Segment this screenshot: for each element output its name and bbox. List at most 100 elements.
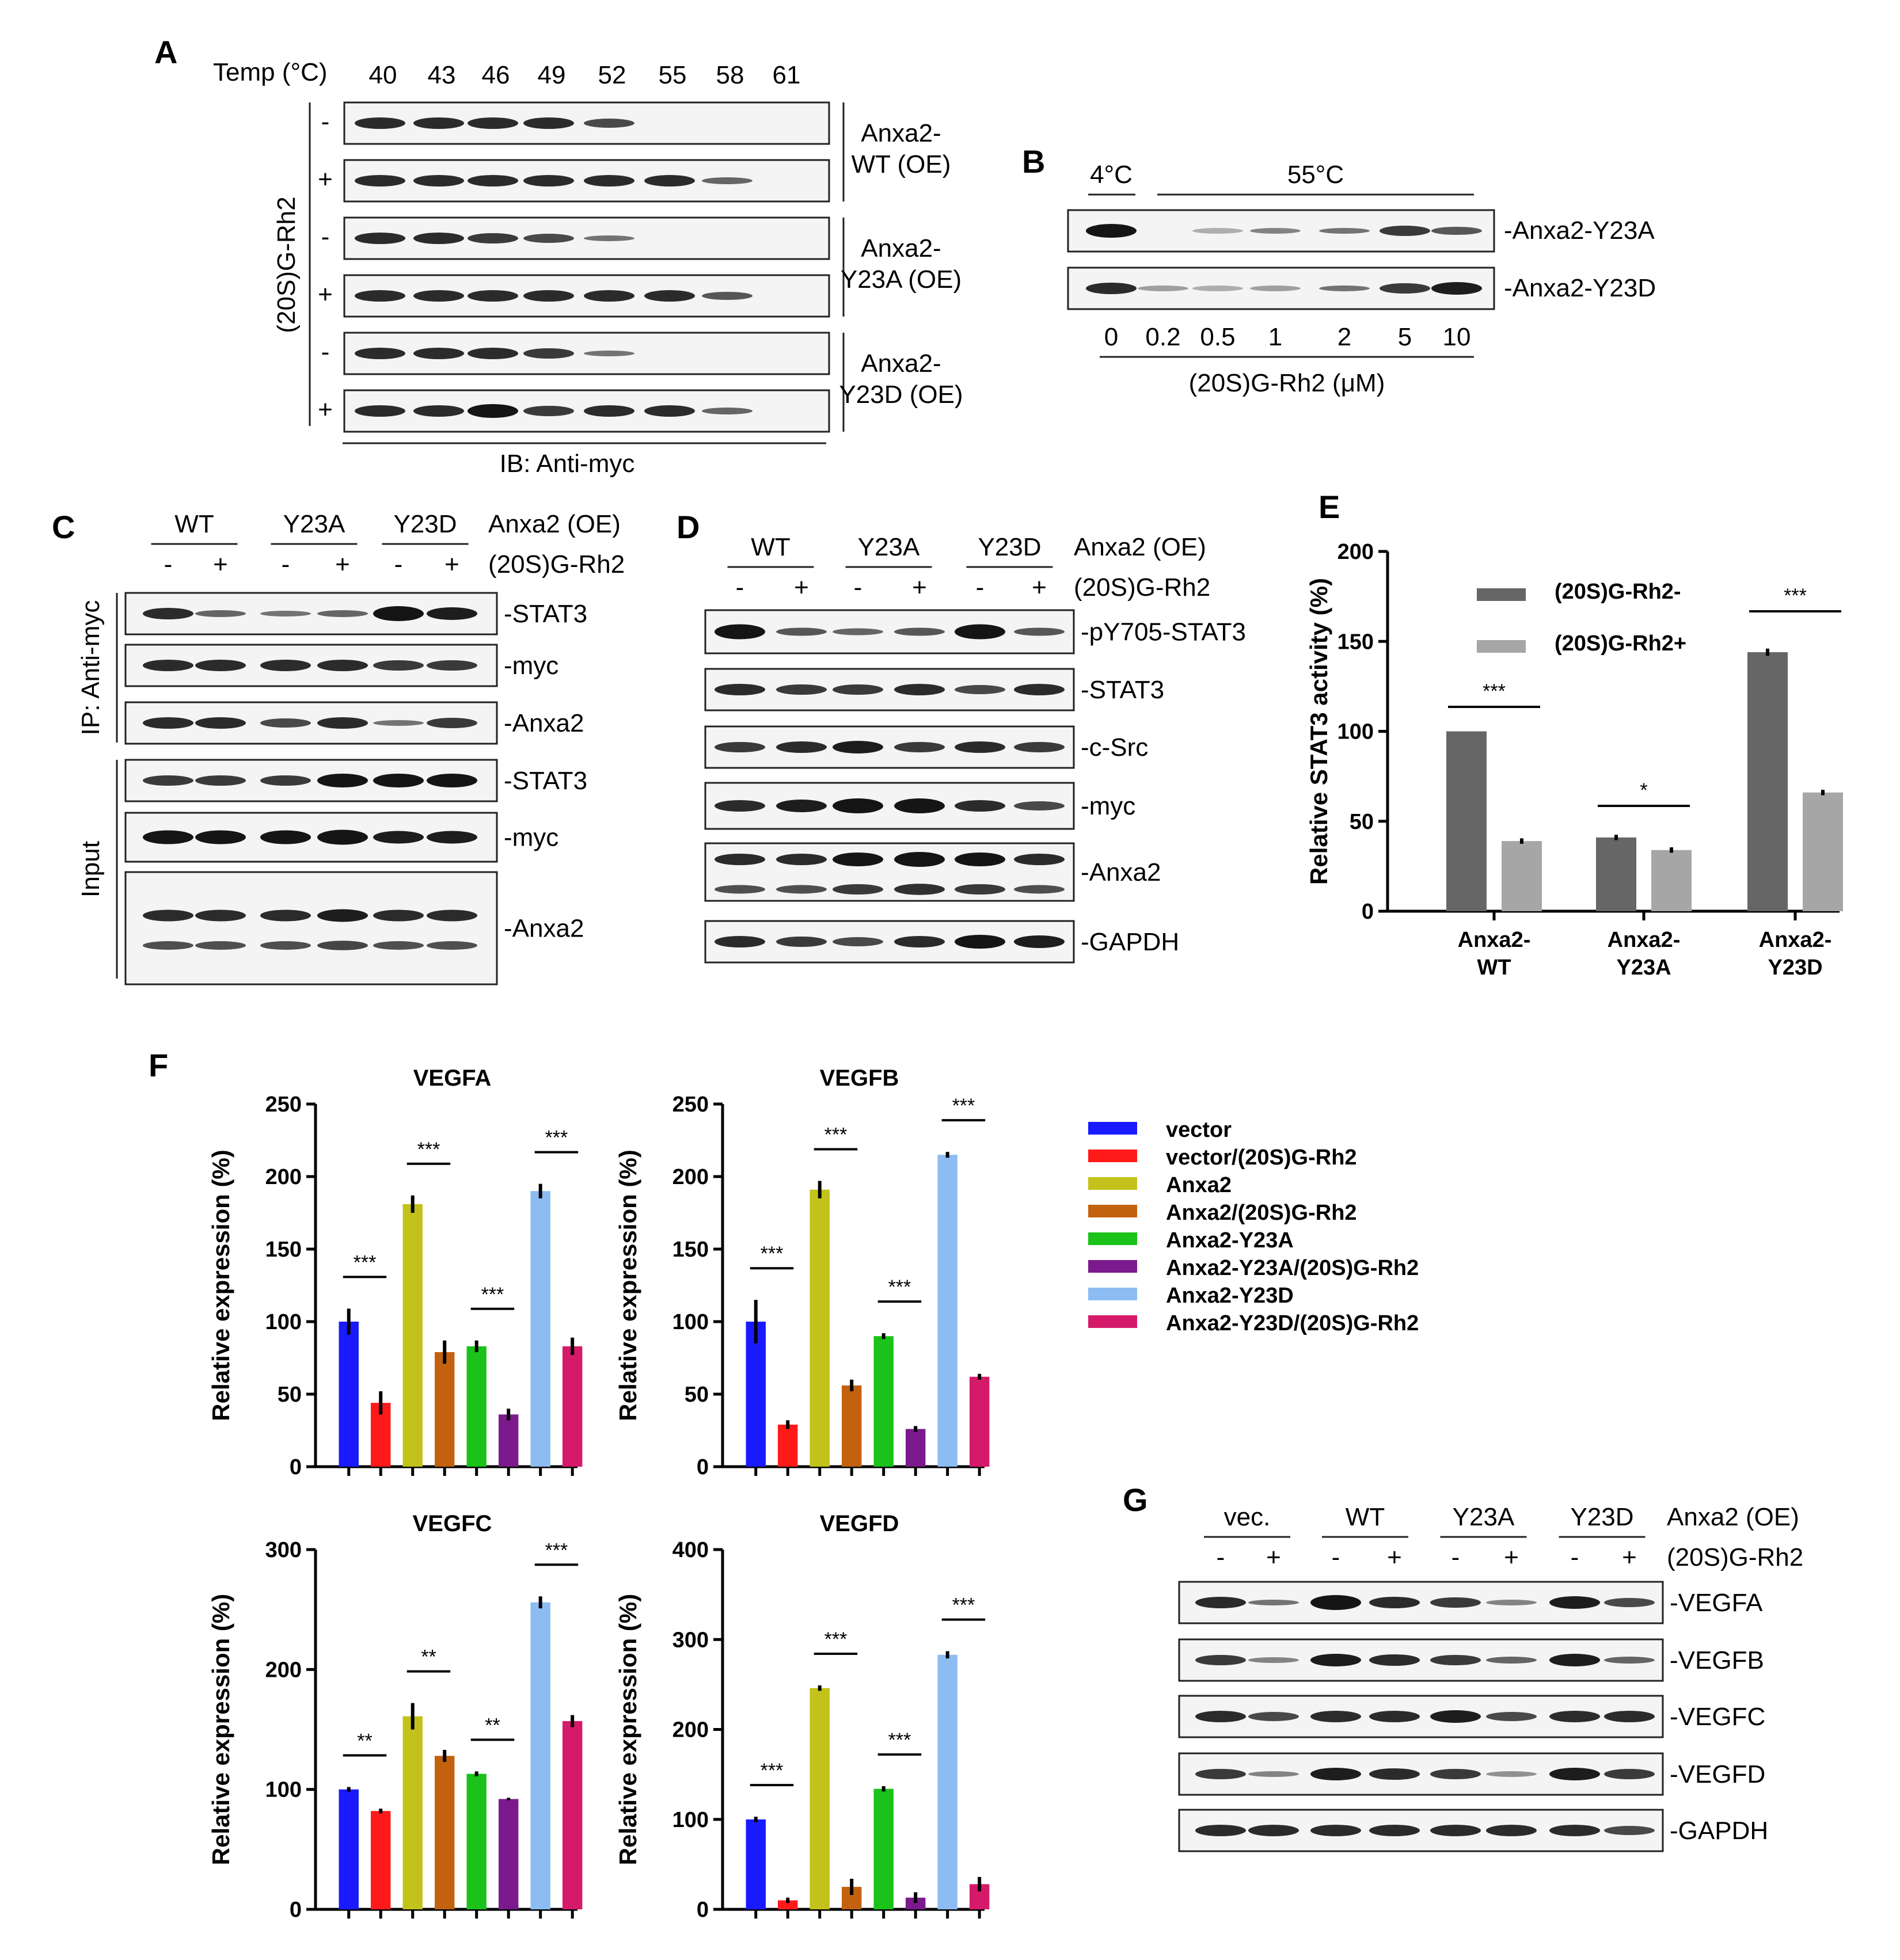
- panel-c-sign-4: +: [335, 550, 350, 579]
- panel-a-row-5-band-4: [523, 348, 574, 359]
- chart-vegfa-bar-6: [498, 1414, 519, 1467]
- panel-c-row-6-upper-band-4: [317, 909, 368, 922]
- panel-a-row-6-band-3: [468, 404, 518, 418]
- chart-vegfa-sig-2: ***: [417, 1139, 440, 1160]
- panel-f-legend-label-7: Anxa2-Y23D: [1166, 1284, 1294, 1308]
- chart-vegfa-bar-3: [402, 1204, 423, 1467]
- chart-vegfb-sig-1: ***: [761, 1243, 784, 1265]
- panel-a-row-1-band-4: [523, 117, 574, 129]
- panel-c-row-5-band-2: [195, 830, 246, 844]
- panel-c-row-1-band-2: [195, 610, 246, 617]
- panel-d-row-5-lower-band-1: [715, 885, 765, 894]
- chart-vegfd-sig-1: ***: [761, 1760, 784, 1782]
- panel-c-row-4-band-2: [195, 775, 246, 786]
- panel-c-row-1-band-3: [260, 611, 311, 616]
- panel-g-treatment-label: (20S)G-Rh2: [1667, 1543, 1803, 1571]
- panel-f-legend: vector vector/(20S)G-Rh2 Anxa2 Anxa2/(20S)G…: [1088, 1118, 1419, 1335]
- chart-vegfc-ytick-label-200: 200: [265, 1658, 302, 1682]
- panel-d-row-3-band-4: [894, 742, 945, 752]
- panel-c-row-1-band-6: [427, 607, 477, 620]
- panel-a-row-2-band-3: [468, 175, 518, 187]
- panel-e-bar-plus-2: [1651, 850, 1692, 911]
- panel-d-row-4-band-4: [894, 798, 945, 813]
- chart-vegfa-bar-8: [562, 1346, 583, 1467]
- chart-vegfb-ytick-label-0: 0: [697, 1455, 709, 1479]
- panel-g-group-3: Y23A: [1453, 1503, 1515, 1531]
- panel-c-row-6-upper-band-2: [195, 909, 246, 922]
- panel-g-row-5-band-8: [1604, 1826, 1655, 1835]
- chart-vegfb-ylabel: Relative expression (%): [614, 1150, 641, 1421]
- panel-d-sign-6: +: [1032, 573, 1047, 602]
- chart-vegfb-bar-2: [778, 1424, 798, 1467]
- chart-vegfa-ytick-label-200: 200: [265, 1165, 302, 1189]
- panel-a-group-2-line1: Anxa2-: [861, 234, 941, 262]
- panel-c-group-2: Y23A: [283, 510, 345, 538]
- chart-vegfd-ytick-label-300: 300: [672, 1628, 709, 1652]
- panel-d-row-label-4: -myc: [1081, 792, 1135, 820]
- panel-f-legend-label-1: vector: [1166, 1118, 1232, 1142]
- panel-d-western-blot: WT Y23A Y23D Anxa2 (OE) - + - + - + (20S)G-Rh2 -pY…: [704, 533, 1246, 964]
- panel-b-conc-1: 0: [1104, 323, 1118, 351]
- chart-e-ylabel: Relative STAT3 activity (%): [1305, 578, 1332, 885]
- panel-g-row-1-band-6: [1486, 1600, 1537, 1605]
- panel-g-sign-6: +: [1504, 1543, 1519, 1571]
- panel-c-row-6-lower-band-6: [427, 941, 477, 950]
- panel-d-row-label-3: -c-Src: [1081, 733, 1148, 762]
- chart-vegfb-ytick-label-50: 50: [685, 1383, 709, 1407]
- chart-vegfa-ytick-label-150: 150: [265, 1238, 302, 1262]
- panel-a-treatment-signs: - + - + - +: [318, 108, 333, 424]
- panel-label-b: B: [1022, 143, 1045, 180]
- panel-e-legend-label-1: (20S)G-Rh2-: [1555, 580, 1681, 604]
- panel-f-legend-label-2: vector/(20S)G-Rh2: [1166, 1145, 1357, 1170]
- panel-b-conc-5: 2: [1337, 323, 1351, 351]
- panel-f-legend-swatch-6: [1088, 1260, 1137, 1273]
- panel-c-co-ip: WT Y23A Y23D Anxa2 (OE) - + - + - + (20S)G-Rh2 -ST…: [77, 510, 625, 985]
- chart-vegfd-sig-3: ***: [888, 1729, 911, 1751]
- panel-d-header: WT Y23A Y23D Anxa2 (OE) - + - + - + (20S)G-Rh2: [727, 533, 1210, 602]
- panel-d-row-2-band-5: [955, 685, 1005, 694]
- panel-c-row-3-band-6: [427, 718, 477, 728]
- panel-g-row-3-band-5: [1430, 1710, 1481, 1723]
- panel-f-legend-swatch-8: [1088, 1315, 1137, 1328]
- chart-vegfb-sig-3: ***: [888, 1276, 911, 1298]
- panel-d-row-4-band-1: [715, 800, 765, 812]
- panel-a-row-6-band-7: [702, 408, 753, 414]
- panel-c-row-1-band-4: [317, 610, 368, 617]
- panel-g-group-1: vec.: [1224, 1503, 1271, 1531]
- panel-e-legend-label-2: (20S)G-Rh2+: [1555, 631, 1686, 656]
- panel-f-vegfb-chart: 0 50 100 150 200 250 Relative expression (%) VE…: [614, 1065, 990, 1479]
- panel-c-sign-5: -: [394, 550, 403, 579]
- chart-vegfb-ytick-label-100: 100: [672, 1310, 709, 1334]
- panel-a-group-2-line2: Y23A (OE): [841, 265, 962, 294]
- panel-b-row-1-band-1: [1086, 224, 1137, 238]
- panel-d-row-6-band-6: [1014, 935, 1065, 948]
- panel-d-row-1-band-4: [894, 627, 945, 636]
- panel-a-row-5-band-2: [413, 348, 464, 359]
- panel-g-row-3-band-7: [1549, 1711, 1600, 1722]
- panel-c-blots: -STAT3 -myc -Anxa2 -STAT3 -myc -Anxa2: [124, 592, 587, 985]
- chart-vegfd-ytick-label-0: 0: [697, 1898, 709, 1922]
- panel-a-temp-58: 58: [716, 61, 744, 89]
- panel-d-row-5-upper-band-4: [894, 852, 945, 867]
- panel-a-temp-label: Temp (°C): [213, 58, 328, 86]
- chart-vegfc-sig-1: **: [357, 1730, 372, 1752]
- panel-a-treatment-label: (20S)G-Rh2: [272, 196, 301, 333]
- panel-b-temp-55: 55°C: [1287, 161, 1344, 189]
- panel-b-conc-7: 10: [1443, 323, 1471, 351]
- panel-d-row-5-lower-band-2: [776, 885, 827, 894]
- panel-e-bar-minus-1: [1446, 731, 1487, 911]
- panel-g-blots: -VEGFA -VEGFB -VEGFC -VEGFD -GAPDH: [1178, 1581, 1768, 1852]
- panel-e-legend-swatch-1: [1477, 588, 1526, 601]
- chart-vegfd-ylabel: Relative expression (%): [614, 1594, 641, 1866]
- chart-vegfc-bar-6: [498, 1799, 519, 1909]
- panel-c-sign-1: -: [164, 550, 173, 579]
- panel-c-row-6-lower-band-3: [260, 941, 311, 950]
- panel-g-row-2-band-6: [1486, 1657, 1537, 1664]
- panel-g-sign-1: -: [1217, 1543, 1225, 1571]
- panel-b-blots: -Anxa2-Y23A -Anxa2-Y23D: [1067, 209, 1656, 310]
- panel-d-row-4-band-2: [776, 800, 827, 812]
- panel-a-row-4-band-1: [355, 290, 405, 302]
- panel-g-sign-3: -: [1332, 1543, 1340, 1571]
- panel-d-sign-1: -: [736, 573, 744, 602]
- panel-b-row-1-band-4: [1250, 228, 1301, 234]
